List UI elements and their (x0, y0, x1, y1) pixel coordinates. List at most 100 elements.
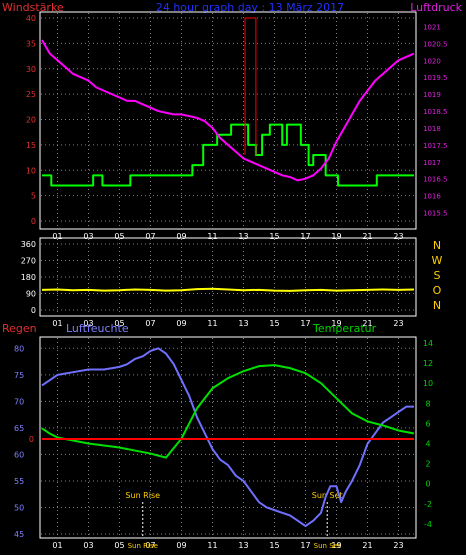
left-tick-label: 5 (31, 192, 36, 201)
x-tick-label: 11 (207, 319, 217, 328)
temperature-tick-label: 6 (425, 419, 430, 428)
humidity-label: Luftfeuchte (66, 322, 129, 335)
x-tick-label: 03 (83, 541, 93, 550)
header-right-label: Luftdruck (410, 1, 462, 14)
left-tick-label: 20 (26, 116, 36, 125)
x-tick-label: 07 (145, 232, 155, 241)
x-tick-label: 19 (331, 541, 341, 550)
left-tick-label: 10 (26, 166, 36, 175)
panel-3-frame (39, 336, 417, 539)
humidity-tick-label: 80 (14, 344, 24, 353)
right-tick-label: 1015.5 (423, 210, 448, 218)
compass-label: N (433, 299, 441, 312)
temperature-tick-label: 10 (423, 379, 433, 388)
x-tick-label: 13 (238, 541, 248, 550)
gust-series-line (244, 17, 257, 156)
direction-tick-label: 90 (26, 290, 36, 299)
x-tick-label: 09 (176, 319, 186, 328)
x-tick-label: 09 (176, 232, 186, 241)
left-tick-label: 15 (26, 141, 36, 150)
header-center-label: 24 hour graph day : 13 März 2017 (156, 1, 344, 14)
x-tick-label: 23 (393, 232, 403, 241)
temperature-tick-label: 4 (425, 440, 430, 449)
humidity-tick-label: 70 (14, 397, 24, 406)
x-tick-label: 15 (269, 541, 279, 550)
direction-tick-label: 360 (21, 240, 36, 249)
x-tick-label: 19 (331, 232, 341, 241)
panel-1-frame (39, 11, 417, 230)
right-tick-label: 1018 (423, 125, 441, 133)
temperature-tick-label: 12 (423, 359, 433, 368)
panel-1-series (41, 17, 415, 187)
x-tick-label: 23 (393, 541, 403, 550)
humidity-tick-label: 50 (14, 503, 24, 512)
wind-series-line (42, 123, 414, 187)
rain-tick-label: 0 (29, 435, 34, 444)
x-tick-label: 09 (176, 541, 186, 550)
temperature-tick-label: 0 (425, 480, 430, 489)
right-tick-label: 1017.5 (423, 142, 448, 150)
x-tick-label: 21 (362, 541, 372, 550)
wind-direction-line (41, 287, 415, 292)
x-tick-label: 07 (145, 319, 155, 328)
rain-label: Regen (2, 322, 37, 335)
humidity-tick-label: 45 (14, 530, 24, 539)
temperature-tick-label: 2 (425, 460, 430, 469)
temperature-series-line (41, 364, 415, 459)
pressure-series-line (41, 39, 415, 182)
x-tick-label: 01 (52, 232, 62, 241)
x-tick-label: 01 (52, 319, 62, 328)
left-tick-label: 0 (31, 217, 36, 226)
temperature-tick-label: -2 (424, 500, 432, 509)
temperature-label: Temperatur (312, 322, 377, 335)
header-left-label: Windstärke (2, 1, 64, 14)
humidity-tick-label: 55 (14, 477, 24, 486)
x-tick-label: 23 (393, 319, 403, 328)
left-tick-label: 40 (26, 14, 36, 23)
x-tick-label: 19 (331, 319, 341, 328)
left-tick-label: 35 (26, 39, 36, 48)
compass-label: O (433, 284, 442, 297)
right-tick-label: 1021 (423, 23, 441, 31)
panel-3-grid (41, 338, 415, 537)
panel-hum-temp: Regen Luftfeuchte Temperatur 01 03 05 07 09 1… (2, 322, 433, 550)
right-tick-label: 1020.5 (423, 40, 448, 48)
x-tick-label: 21 (362, 319, 372, 328)
x-tick-label: 07 (145, 541, 155, 550)
x-tick-label: 05 (114, 232, 124, 241)
right-tick-label: 1016.5 (423, 176, 448, 184)
x-tick-label: 17 (300, 232, 310, 241)
sun-bottom-label: Sun Set (314, 542, 341, 550)
x-tick-label: 03 (83, 319, 93, 328)
right-tick-label: 1016 (423, 193, 441, 201)
temperature-tick-label: -4 (424, 520, 432, 529)
x-tick-label: 01 (52, 541, 62, 550)
left-tick-label: 25 (26, 90, 36, 99)
x-tick-label: 15 (269, 232, 279, 241)
sun-bottom-label: Sun Rise (128, 542, 158, 550)
direction-tick-label: 180 (21, 273, 36, 282)
direction-tick-label: 270 (21, 257, 36, 266)
x-tick-label: 05 (114, 319, 124, 328)
panel-2-grid (41, 239, 415, 315)
x-tick-label: 05 (114, 541, 124, 550)
humidity-series-line (41, 347, 414, 528)
x-tick-label: 13 (238, 319, 248, 328)
right-tick-label: 1018.5 (423, 108, 448, 116)
x-tick-label: 15 (269, 319, 279, 328)
compass-label: S (434, 269, 441, 282)
x-tick-label: 11 (207, 541, 217, 550)
compass-label: W (432, 254, 443, 267)
humidity-tick-label: 65 (14, 424, 24, 433)
direction-tick-label: 0 (31, 306, 36, 315)
panel-2-series (41, 287, 415, 292)
x-tick-label: 21 (362, 232, 372, 241)
x-tick-label: 17 (300, 541, 310, 550)
humidity-tick-label: 75 (14, 371, 24, 380)
right-tick-label: 1017 (423, 159, 441, 167)
sun-marker-label: Sun Rise (125, 491, 160, 500)
panel-wind-pressure: 01 03 05 07 09 11 13 15 17 19 21 230510152025303540… (26, 11, 448, 241)
x-tick-label: 11 (207, 232, 217, 241)
